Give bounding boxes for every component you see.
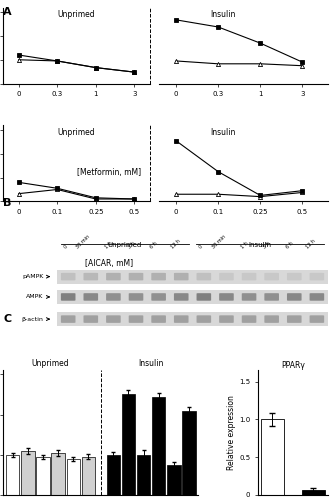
- Text: 1 h: 1 h: [104, 241, 114, 250]
- Bar: [67, 459, 80, 495]
- FancyBboxPatch shape: [264, 293, 279, 300]
- Bar: [82, 457, 95, 495]
- FancyBboxPatch shape: [242, 273, 256, 280]
- Text: Unprimed: Unprimed: [58, 128, 95, 136]
- FancyBboxPatch shape: [219, 273, 234, 280]
- FancyBboxPatch shape: [309, 273, 324, 280]
- Text: B: B: [3, 198, 12, 207]
- Bar: [167, 465, 181, 495]
- Text: A: A: [3, 7, 12, 17]
- Text: Unprimed: Unprimed: [58, 10, 95, 19]
- Text: 6 h: 6 h: [285, 241, 294, 250]
- Text: [Metformin, mM]: [Metformin, mM]: [77, 168, 141, 177]
- FancyBboxPatch shape: [174, 293, 189, 300]
- FancyBboxPatch shape: [151, 273, 166, 280]
- FancyBboxPatch shape: [83, 273, 98, 280]
- FancyBboxPatch shape: [309, 316, 324, 323]
- Text: 1 h: 1 h: [240, 241, 249, 250]
- Bar: [182, 410, 196, 495]
- Bar: [302, 490, 324, 495]
- Bar: [152, 396, 166, 495]
- FancyBboxPatch shape: [106, 316, 121, 323]
- Title: PPARγ: PPARγ: [281, 360, 305, 370]
- FancyBboxPatch shape: [106, 273, 121, 280]
- FancyBboxPatch shape: [151, 293, 166, 300]
- FancyBboxPatch shape: [287, 293, 302, 300]
- Text: Insulin: Insulin: [211, 10, 236, 19]
- Text: 12 h: 12 h: [170, 238, 181, 250]
- FancyBboxPatch shape: [264, 316, 279, 323]
- Text: 30 min: 30 min: [211, 234, 226, 250]
- Text: Insulin: Insulin: [249, 242, 272, 248]
- Text: Unprimed: Unprimed: [32, 360, 70, 368]
- FancyBboxPatch shape: [83, 293, 98, 300]
- FancyBboxPatch shape: [57, 290, 328, 304]
- Text: [AICAR, mM]: [AICAR, mM]: [85, 259, 133, 268]
- FancyBboxPatch shape: [242, 293, 256, 300]
- FancyBboxPatch shape: [219, 293, 234, 300]
- Text: β-actin: β-actin: [22, 316, 43, 322]
- FancyBboxPatch shape: [197, 316, 211, 323]
- Y-axis label: Relative expression: Relative expression: [227, 395, 236, 470]
- Bar: [107, 455, 120, 495]
- Bar: [137, 455, 150, 495]
- FancyBboxPatch shape: [57, 312, 328, 326]
- FancyBboxPatch shape: [242, 316, 256, 323]
- FancyBboxPatch shape: [197, 293, 211, 300]
- Text: pAMPK: pAMPK: [22, 274, 43, 279]
- Bar: [36, 457, 50, 495]
- Text: 0: 0: [63, 244, 68, 250]
- Text: AMPK: AMPK: [26, 294, 43, 300]
- Text: 12 h: 12 h: [306, 238, 317, 250]
- Bar: [261, 420, 284, 495]
- Text: 6 h: 6 h: [150, 241, 159, 250]
- FancyBboxPatch shape: [106, 293, 121, 300]
- FancyBboxPatch shape: [287, 273, 302, 280]
- Text: 3 h: 3 h: [262, 241, 272, 250]
- FancyBboxPatch shape: [219, 316, 234, 323]
- FancyBboxPatch shape: [309, 293, 324, 300]
- Text: 0: 0: [198, 244, 204, 250]
- Bar: [51, 453, 65, 495]
- Text: 30 min: 30 min: [75, 234, 91, 250]
- Text: Insulin: Insulin: [138, 360, 164, 368]
- FancyBboxPatch shape: [129, 293, 143, 300]
- FancyBboxPatch shape: [61, 293, 75, 300]
- FancyBboxPatch shape: [61, 316, 75, 323]
- FancyBboxPatch shape: [174, 273, 189, 280]
- FancyBboxPatch shape: [129, 316, 143, 323]
- FancyBboxPatch shape: [151, 316, 166, 323]
- FancyBboxPatch shape: [197, 273, 211, 280]
- Bar: [6, 455, 20, 495]
- FancyBboxPatch shape: [83, 316, 98, 323]
- FancyBboxPatch shape: [61, 273, 75, 280]
- FancyBboxPatch shape: [264, 273, 279, 280]
- Text: 3 h: 3 h: [127, 241, 136, 250]
- FancyBboxPatch shape: [129, 273, 143, 280]
- Text: C: C: [3, 314, 12, 324]
- FancyBboxPatch shape: [57, 270, 328, 283]
- Bar: [122, 394, 135, 495]
- FancyBboxPatch shape: [174, 316, 189, 323]
- Text: Insulin: Insulin: [211, 128, 236, 136]
- Text: Unprimed: Unprimed: [108, 242, 142, 248]
- Legend: unprimed, Insulin: unprimed, Insulin: [330, 373, 331, 384]
- Bar: [21, 451, 35, 495]
- FancyBboxPatch shape: [287, 316, 302, 323]
